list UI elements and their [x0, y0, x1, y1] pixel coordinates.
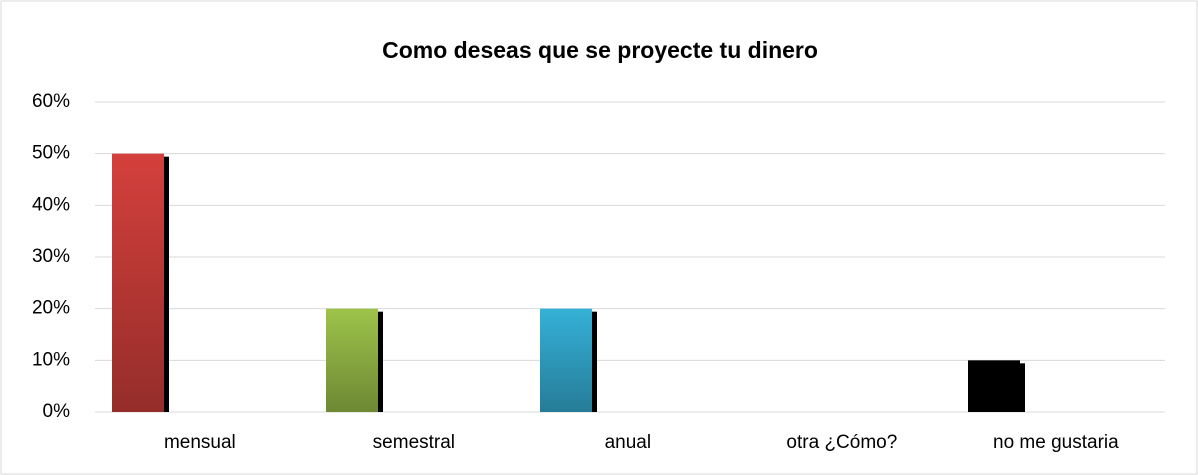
bar-shading: [540, 308, 592, 412]
bar-shading: [112, 153, 164, 412]
x-tick-label: no me gustaria: [993, 432, 1119, 453]
y-tick-label: 20%: [32, 298, 70, 319]
x-tick-label: mensual: [164, 432, 236, 453]
bar-shading: [968, 360, 1020, 412]
y-tick-label: 10%: [32, 349, 70, 370]
y-tick-label: 60%: [32, 91, 70, 112]
x-tick-label: semestral: [373, 432, 455, 453]
y-tick-label: 50%: [32, 143, 70, 164]
y-tick-label: 0%: [43, 401, 71, 422]
x-tick-label: anual: [605, 432, 652, 453]
bar-shading: [326, 308, 378, 412]
y-tick-label: 30%: [32, 246, 70, 267]
y-tick-label: 40%: [32, 194, 70, 215]
x-tick-label: otra ¿Cómo?: [786, 432, 897, 453]
chart-title: Como deseas que se proyecte tu dinero: [382, 37, 818, 63]
